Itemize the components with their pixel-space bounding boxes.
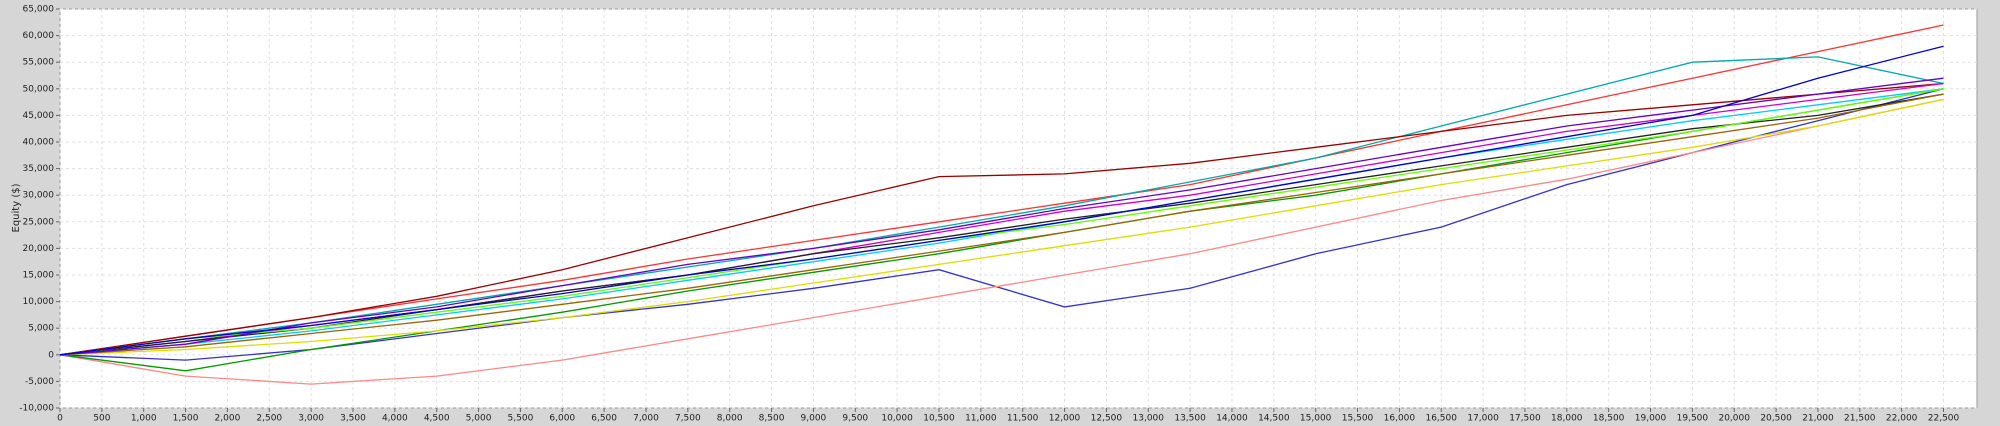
x-tick-label: 13,500 [1174, 414, 1206, 424]
x-tick-label: 10,500 [923, 414, 955, 424]
equity-line [59, 93, 1944, 356]
x-tick-label: 21,500 [1844, 414, 1876, 424]
y-tick-label: -5,000 [25, 377, 54, 387]
x-tick-label: 19,000 [1635, 414, 1667, 424]
y-tick-label: 45,000 [23, 111, 55, 121]
equity-line [59, 98, 1944, 385]
x-tick-label: 15,500 [1342, 414, 1374, 424]
x-tick-label: 15,000 [1300, 414, 1332, 424]
x-tick-label: 17,000 [1467, 414, 1499, 424]
x-tick-label: 6,000 [549, 414, 575, 424]
x-tick-label: 1,500 [173, 414, 199, 424]
x-tick-label: 12,000 [1049, 414, 1081, 424]
equity-line [59, 88, 1944, 372]
y-axis-label: Equity ($) [11, 183, 22, 232]
x-tick-label: 1,000 [131, 414, 157, 424]
x-tick-label: 4,500 [424, 414, 450, 424]
y-tick-label: 55,000 [23, 58, 55, 68]
x-tick-label: 16,500 [1425, 414, 1457, 424]
y-tick-label: 35,000 [23, 164, 55, 174]
x-tick-label: 19,500 [1677, 414, 1709, 424]
x-tick-label: 14,000 [1216, 414, 1248, 424]
x-tick-label: 10,000 [881, 414, 913, 424]
x-tick-label: 5,500 [508, 414, 534, 424]
x-tick-label: 11,000 [965, 414, 997, 424]
x-tick-label: 12,500 [1091, 414, 1123, 424]
x-tick-label: 20,000 [1718, 414, 1750, 424]
equity-line [59, 93, 1944, 356]
x-tick-label: 16,000 [1384, 414, 1416, 424]
y-tick-label: 50,000 [23, 84, 55, 94]
equity-line [59, 56, 1944, 356]
equity-line [59, 98, 1944, 356]
x-tick-label: 0 [57, 414, 63, 424]
equity-line [59, 88, 1944, 361]
x-tick-label: 18,500 [1593, 414, 1625, 424]
x-tick-label: 500 [93, 414, 110, 424]
x-tick-label: 5,000 [466, 414, 492, 424]
x-tick-label: 2,500 [256, 414, 282, 424]
x-tick-label: 22,000 [1886, 414, 1918, 424]
x-tick-label: 2,000 [215, 414, 241, 424]
x-tick-label: 3,500 [340, 414, 366, 424]
equity-line [59, 24, 1944, 356]
plot-area [59, 8, 1978, 409]
x-tick-label: 22,500 [1928, 414, 1960, 424]
y-tick-label: 15,000 [23, 271, 55, 281]
x-tick-label: 9,000 [801, 414, 827, 424]
y-tick-label: 0 [48, 350, 54, 360]
equity-line [59, 45, 1944, 356]
y-tick-label: 5,000 [28, 324, 54, 334]
x-tick-label: 13,000 [1133, 414, 1165, 424]
x-tick-label: 3,000 [298, 414, 324, 424]
y-tick-label: 25,000 [23, 217, 55, 227]
x-tick-label: 14,500 [1258, 414, 1290, 424]
y-tick-label: 30,000 [23, 191, 55, 201]
y-tick-label: 40,000 [23, 138, 55, 148]
y-tick-label: 60,000 [23, 31, 55, 41]
x-tick-label: 17,500 [1509, 414, 1541, 424]
x-tick-label: 4,000 [382, 414, 408, 424]
x-tick-label: 8,500 [759, 414, 785, 424]
y-tick-label: 10,000 [23, 297, 55, 307]
equity-line [59, 88, 1944, 356]
y-tick-label: 20,000 [23, 244, 55, 254]
x-tick-label: 7,500 [675, 414, 701, 424]
y-tick-label: 65,000 [23, 5, 55, 15]
x-tick-label: 18,000 [1551, 414, 1583, 424]
x-tick-label: 20,500 [1760, 414, 1792, 424]
equity-line [59, 82, 1944, 356]
x-tick-label: 9,500 [842, 414, 868, 424]
y-tick-label: -10,000 [19, 404, 54, 414]
equity-line [59, 77, 1944, 356]
x-tick-label: 21,000 [1802, 414, 1834, 424]
x-tick-label: 6,500 [591, 414, 617, 424]
x-tick-label: 11,500 [1007, 414, 1039, 424]
x-tick-label: 7,000 [633, 414, 659, 424]
x-tick-label: 8,000 [717, 414, 743, 424]
